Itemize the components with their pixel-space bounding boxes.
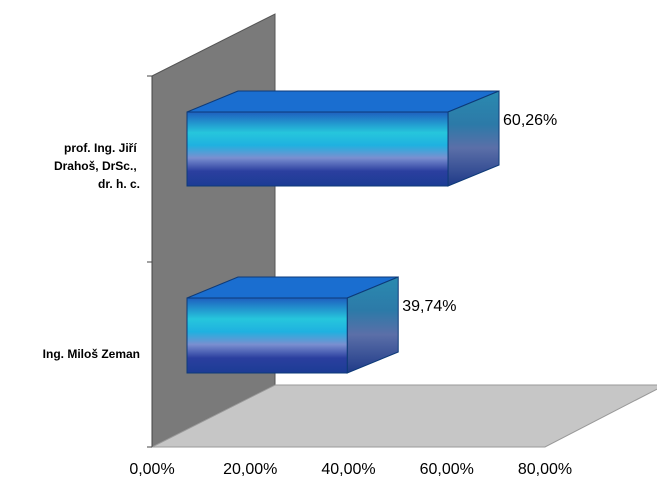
category-label-drahos: prof. Ing. Jiří Drahoš, DrSc., dr. h. c. — [54, 141, 140, 191]
bar-1: 39,74% — [186, 276, 456, 374]
category-label-line: Drahoš, DrSc., — [54, 159, 137, 173]
category-label-line: prof. Ing. Jiří — [64, 141, 137, 155]
x-tick-label: 20,00% — [223, 461, 277, 478]
x-tick-label: 80,00% — [518, 461, 572, 478]
category-label-line: dr. h. c. — [98, 177, 140, 191]
x-tick-label: 60,00% — [420, 461, 474, 478]
category-label-line: Ing. Miloš Zeman — [43, 347, 140, 361]
x-tick-label: 40,00% — [321, 461, 375, 478]
bar-front-face — [186, 111, 449, 187]
bar-series: 60,26% 39,74% — [186, 90, 557, 374]
data-label: 39,74% — [402, 298, 456, 315]
chart-floor — [151, 384, 657, 448]
data-label: 60,26% — [503, 112, 557, 129]
category-label-zeman: Ing. Miloš Zeman — [43, 347, 140, 361]
x-axis: 0,00% 20,00% 40,00% 60,00% 80,00% — [129, 461, 572, 478]
bar-top-face — [186, 90, 500, 113]
bar-front-face — [186, 297, 348, 374]
bar-0: 60,26% — [186, 90, 557, 187]
chart-back-wall — [151, 13, 276, 448]
x-tick-label: 0,00% — [129, 461, 174, 478]
